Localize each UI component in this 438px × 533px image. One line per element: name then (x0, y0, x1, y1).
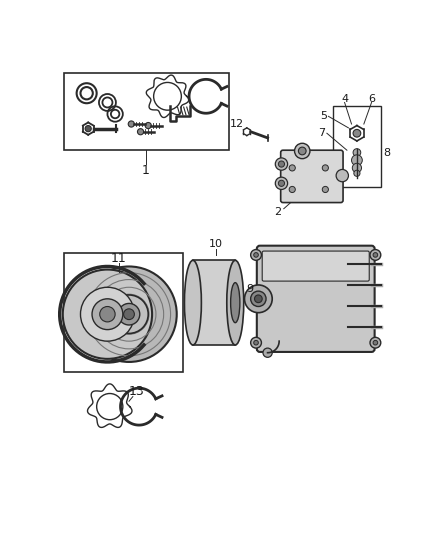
Text: 2: 2 (274, 207, 281, 217)
Circle shape (110, 295, 148, 334)
Circle shape (289, 165, 295, 171)
Bar (193, 260, 235, 345)
Circle shape (298, 147, 306, 155)
Circle shape (336, 169, 349, 182)
Circle shape (352, 163, 361, 173)
Circle shape (373, 341, 378, 345)
Ellipse shape (231, 282, 240, 322)
Circle shape (352, 155, 362, 166)
Circle shape (263, 348, 272, 357)
Circle shape (370, 337, 381, 348)
Circle shape (92, 299, 123, 329)
Text: 10: 10 (209, 239, 223, 249)
Text: 9: 9 (246, 284, 254, 294)
Circle shape (370, 249, 381, 260)
Circle shape (124, 309, 134, 320)
Circle shape (81, 287, 134, 341)
Circle shape (279, 161, 285, 167)
Circle shape (254, 341, 258, 345)
Circle shape (354, 170, 360, 176)
Circle shape (373, 253, 378, 257)
Text: 13: 13 (129, 385, 145, 399)
Circle shape (128, 121, 134, 127)
Bar (333, 106, 381, 187)
Circle shape (276, 158, 288, 170)
Circle shape (254, 253, 258, 257)
Circle shape (145, 123, 151, 128)
Circle shape (100, 306, 115, 322)
Circle shape (322, 165, 328, 171)
Circle shape (251, 291, 266, 306)
FancyBboxPatch shape (281, 150, 343, 203)
Text: 1: 1 (142, 164, 150, 177)
Circle shape (85, 126, 91, 132)
Text: 11: 11 (111, 252, 127, 265)
FancyBboxPatch shape (257, 246, 374, 352)
Circle shape (276, 177, 288, 189)
Circle shape (294, 143, 310, 159)
FancyBboxPatch shape (262, 251, 369, 281)
Ellipse shape (184, 260, 201, 345)
Text: 8: 8 (383, 148, 391, 158)
Circle shape (118, 303, 140, 325)
Bar (64, 253, 183, 372)
Circle shape (251, 249, 261, 260)
Circle shape (353, 149, 361, 156)
Circle shape (289, 187, 295, 192)
Circle shape (322, 187, 328, 192)
Bar (64, 73, 229, 150)
Circle shape (138, 128, 144, 135)
Circle shape (63, 270, 152, 359)
Circle shape (254, 295, 262, 303)
Circle shape (279, 180, 285, 187)
Text: 4: 4 (341, 94, 348, 104)
Text: 5: 5 (320, 111, 327, 122)
Text: 6: 6 (368, 94, 375, 104)
Circle shape (353, 130, 361, 137)
Circle shape (244, 285, 272, 313)
Circle shape (81, 266, 177, 362)
Text: 12: 12 (230, 119, 244, 129)
Text: 7: 7 (318, 128, 325, 138)
Circle shape (251, 337, 261, 348)
Ellipse shape (227, 260, 244, 345)
